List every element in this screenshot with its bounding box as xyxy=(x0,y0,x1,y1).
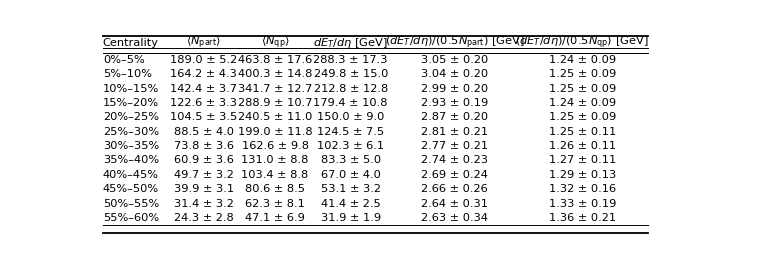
Text: 5%–10%: 5%–10% xyxy=(103,69,152,79)
Text: 1.25 ± 0.09: 1.25 ± 0.09 xyxy=(548,112,616,122)
Text: 30%–35%: 30%–35% xyxy=(103,141,159,151)
Text: 199.0 ± 11.8: 199.0 ± 11.8 xyxy=(237,127,313,137)
Text: 1.24 ± 0.09: 1.24 ± 0.09 xyxy=(548,98,616,108)
Text: 1.29 ± 0.13: 1.29 ± 0.13 xyxy=(548,170,616,180)
Text: 55%–60%: 55%–60% xyxy=(103,213,159,223)
Text: $(dE_{T}/d\eta)/(0.5N_{\rm qp})$ [GeV]: $(dE_{T}/d\eta)/(0.5N_{\rm qp})$ [GeV] xyxy=(516,34,649,51)
Text: 2.81 ± 0.21: 2.81 ± 0.21 xyxy=(421,127,488,137)
Text: 41.4 ± 2.5: 41.4 ± 2.5 xyxy=(321,199,381,209)
Text: 60.9 ± 3.6: 60.9 ± 3.6 xyxy=(174,155,234,165)
Text: 1.25 ± 0.09: 1.25 ± 0.09 xyxy=(548,69,616,79)
Text: 49.7 ± 3.2: 49.7 ± 3.2 xyxy=(174,170,234,180)
Text: 83.3 ± 5.0: 83.3 ± 5.0 xyxy=(321,155,381,165)
Text: 189.0 ± 5.2: 189.0 ± 5.2 xyxy=(170,55,237,65)
Text: 80.6 ± 8.5: 80.6 ± 8.5 xyxy=(245,184,305,194)
Text: 1.26 ± 0.11: 1.26 ± 0.11 xyxy=(548,141,616,151)
Text: 62.3 ± 8.1: 62.3 ± 8.1 xyxy=(245,199,305,209)
Text: 249.8 ± 15.0: 249.8 ± 15.0 xyxy=(313,69,388,79)
Text: 2.93 ± 0.19: 2.93 ± 0.19 xyxy=(421,98,488,108)
Text: $dE_{T}/d\eta$ [GeV]: $dE_{T}/d\eta$ [GeV] xyxy=(313,36,388,50)
Text: 288.3 ± 17.3: 288.3 ± 17.3 xyxy=(313,55,388,65)
Text: 131.0 ± 8.8: 131.0 ± 8.8 xyxy=(241,155,309,165)
Text: 40%–45%: 40%–45% xyxy=(103,170,159,180)
Text: 1.27 ± 0.11: 1.27 ± 0.11 xyxy=(548,155,616,165)
Text: 1.24 ± 0.09: 1.24 ± 0.09 xyxy=(548,55,616,65)
Text: 104.5 ± 3.5: 104.5 ± 3.5 xyxy=(170,112,237,122)
Text: 53.1 ± 3.2: 53.1 ± 3.2 xyxy=(321,184,381,194)
Text: 212.8 ± 12.8: 212.8 ± 12.8 xyxy=(313,84,388,94)
Text: 142.4 ± 3.7: 142.4 ± 3.7 xyxy=(170,84,237,94)
Text: 39.9 ± 3.1: 39.9 ± 3.1 xyxy=(174,184,234,194)
Text: 240.5 ± 11.0: 240.5 ± 11.0 xyxy=(238,112,313,122)
Text: 400.3 ± 14.8: 400.3 ± 14.8 xyxy=(238,69,313,79)
Text: 25%–30%: 25%–30% xyxy=(103,127,159,137)
Text: 1.25 ± 0.09: 1.25 ± 0.09 xyxy=(548,84,616,94)
Text: $\langle N_{\rm qp} \rangle$: $\langle N_{\rm qp} \rangle$ xyxy=(260,34,290,51)
Text: 2.66 ± 0.26: 2.66 ± 0.26 xyxy=(421,184,488,194)
Text: 1.25 ± 0.11: 1.25 ± 0.11 xyxy=(548,127,616,137)
Text: Centrality: Centrality xyxy=(103,37,159,47)
Text: 162.6 ± 9.8: 162.6 ± 9.8 xyxy=(241,141,309,151)
Text: 164.2 ± 4.3: 164.2 ± 4.3 xyxy=(170,69,237,79)
Text: 2.69 ± 0.24: 2.69 ± 0.24 xyxy=(421,170,488,180)
Text: 3.05 ± 0.20: 3.05 ± 0.20 xyxy=(421,55,488,65)
Text: 20%–25%: 20%–25% xyxy=(103,112,159,122)
Text: 47.1 ± 6.9: 47.1 ± 6.9 xyxy=(245,213,305,223)
Text: 1.36 ± 0.21: 1.36 ± 0.21 xyxy=(548,213,616,223)
Text: 73.8 ± 3.6: 73.8 ± 3.6 xyxy=(174,141,234,151)
Text: 35%–40%: 35%–40% xyxy=(103,155,159,165)
Text: 463.8 ± 17.6: 463.8 ± 17.6 xyxy=(238,55,313,65)
Text: 2.99 ± 0.20: 2.99 ± 0.20 xyxy=(421,84,488,94)
Text: 2.63 ± 0.34: 2.63 ± 0.34 xyxy=(421,213,488,223)
Text: 45%–50%: 45%–50% xyxy=(103,184,159,194)
Text: 1.33 ± 0.19: 1.33 ± 0.19 xyxy=(548,199,616,209)
Text: 2.74 ± 0.23: 2.74 ± 0.23 xyxy=(421,155,488,165)
Text: 2.64 ± 0.31: 2.64 ± 0.31 xyxy=(421,199,488,209)
Text: 2.87 ± 0.20: 2.87 ± 0.20 xyxy=(421,112,488,122)
Text: 67.0 ± 4.0: 67.0 ± 4.0 xyxy=(321,170,381,180)
Text: 24.3 ± 2.8: 24.3 ± 2.8 xyxy=(174,213,234,223)
Text: $(dE_{T}/d\eta)/(0.5N_{\rm part})$ [GeV]: $(dE_{T}/d\eta)/(0.5N_{\rm part})$ [GeV] xyxy=(385,34,525,51)
Text: 10%–15%: 10%–15% xyxy=(103,84,159,94)
Text: 179.4 ± 10.8: 179.4 ± 10.8 xyxy=(313,98,388,108)
Text: 122.6 ± 3.3: 122.6 ± 3.3 xyxy=(170,98,237,108)
Text: 1.32 ± 0.16: 1.32 ± 0.16 xyxy=(548,184,616,194)
Text: $\langle N_{\rm part} \rangle$: $\langle N_{\rm part} \rangle$ xyxy=(186,34,221,51)
Text: 15%–20%: 15%–20% xyxy=(103,98,159,108)
Text: 124.5 ± 7.5: 124.5 ± 7.5 xyxy=(317,127,385,137)
Text: 31.4 ± 3.2: 31.4 ± 3.2 xyxy=(174,199,234,209)
Text: 50%–55%: 50%–55% xyxy=(103,199,159,209)
Text: 150.0 ± 9.0: 150.0 ± 9.0 xyxy=(317,112,385,122)
Text: 2.77 ± 0.21: 2.77 ± 0.21 xyxy=(421,141,488,151)
Text: 103.4 ± 8.8: 103.4 ± 8.8 xyxy=(241,170,309,180)
Text: 102.3 ± 6.1: 102.3 ± 6.1 xyxy=(317,141,385,151)
Text: 341.7 ± 12.7: 341.7 ± 12.7 xyxy=(238,84,313,94)
Text: 31.9 ± 1.9: 31.9 ± 1.9 xyxy=(321,213,381,223)
Text: 288.9 ± 10.7: 288.9 ± 10.7 xyxy=(237,98,313,108)
Text: 0%–5%: 0%–5% xyxy=(103,55,145,65)
Text: 88.5 ± 4.0: 88.5 ± 4.0 xyxy=(174,127,234,137)
Text: 3.04 ± 0.20: 3.04 ± 0.20 xyxy=(421,69,488,79)
